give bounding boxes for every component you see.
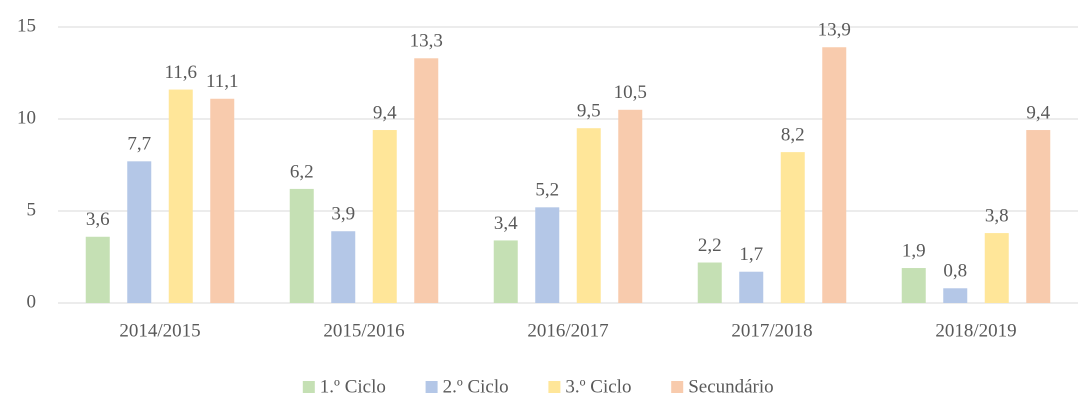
value-label: 10,5	[614, 82, 647, 103]
y-tick-label: 10	[17, 107, 36, 128]
value-label: 1,9	[902, 240, 926, 261]
value-label: 8,2	[781, 124, 805, 145]
x-tick-label: 2018/2019	[935, 320, 1016, 341]
value-label: 11,6	[164, 62, 197, 83]
bar	[85, 236, 110, 303]
bar	[984, 233, 1009, 303]
value-label: 5,2	[535, 180, 559, 201]
bar	[168, 89, 193, 303]
legend-label: 3.º Ciclo	[565, 376, 631, 397]
bar	[822, 47, 847, 303]
legend-swatch	[548, 381, 561, 393]
x-tick-label: 2014/2015	[119, 320, 200, 341]
value-label: 9,4	[373, 102, 397, 123]
value-label: 9,4	[1026, 102, 1050, 123]
value-label: 2,2	[698, 235, 722, 256]
bar	[289, 188, 314, 303]
bar	[127, 161, 152, 303]
bar	[414, 58, 439, 303]
x-tick-label: 2017/2018	[731, 320, 812, 341]
bar	[618, 109, 643, 303]
value-label: 3,6	[86, 209, 110, 230]
x-tick-label: 2015/2016	[323, 320, 404, 341]
bar	[943, 288, 968, 303]
y-tick-label: 5	[27, 199, 37, 220]
bar	[331, 231, 356, 303]
bar	[739, 271, 764, 303]
value-label: 0,8	[943, 261, 967, 282]
legend-swatch	[425, 381, 438, 393]
legend-label: 1.º Ciclo	[320, 376, 386, 397]
bar	[780, 152, 805, 303]
value-label: 1,7	[739, 244, 763, 265]
bar	[1026, 130, 1051, 303]
bar	[493, 240, 518, 303]
value-label: 11,1	[206, 71, 239, 92]
legend-label: Secundário	[688, 376, 773, 397]
value-label: 7,7	[127, 134, 151, 155]
legend-label: 2.º Ciclo	[443, 376, 509, 397]
bar	[901, 268, 926, 303]
value-label: 6,2	[290, 161, 314, 182]
value-label: 13,3	[410, 31, 443, 52]
value-label: 3,9	[331, 204, 355, 225]
value-label: 3,4	[494, 213, 518, 234]
value-label: 13,9	[818, 20, 851, 41]
bar	[535, 207, 560, 303]
bar	[697, 262, 722, 303]
value-label: 3,8	[985, 205, 1009, 226]
legend-swatch	[671, 381, 684, 393]
y-tick-label: 15	[17, 15, 36, 36]
bar	[576, 128, 601, 303]
value-label: 9,5	[577, 101, 601, 122]
legend-swatch	[302, 381, 315, 393]
bar	[210, 98, 235, 303]
bar	[372, 130, 397, 303]
y-tick-label: 0	[27, 291, 37, 312]
x-tick-label: 2016/2017	[527, 320, 608, 341]
